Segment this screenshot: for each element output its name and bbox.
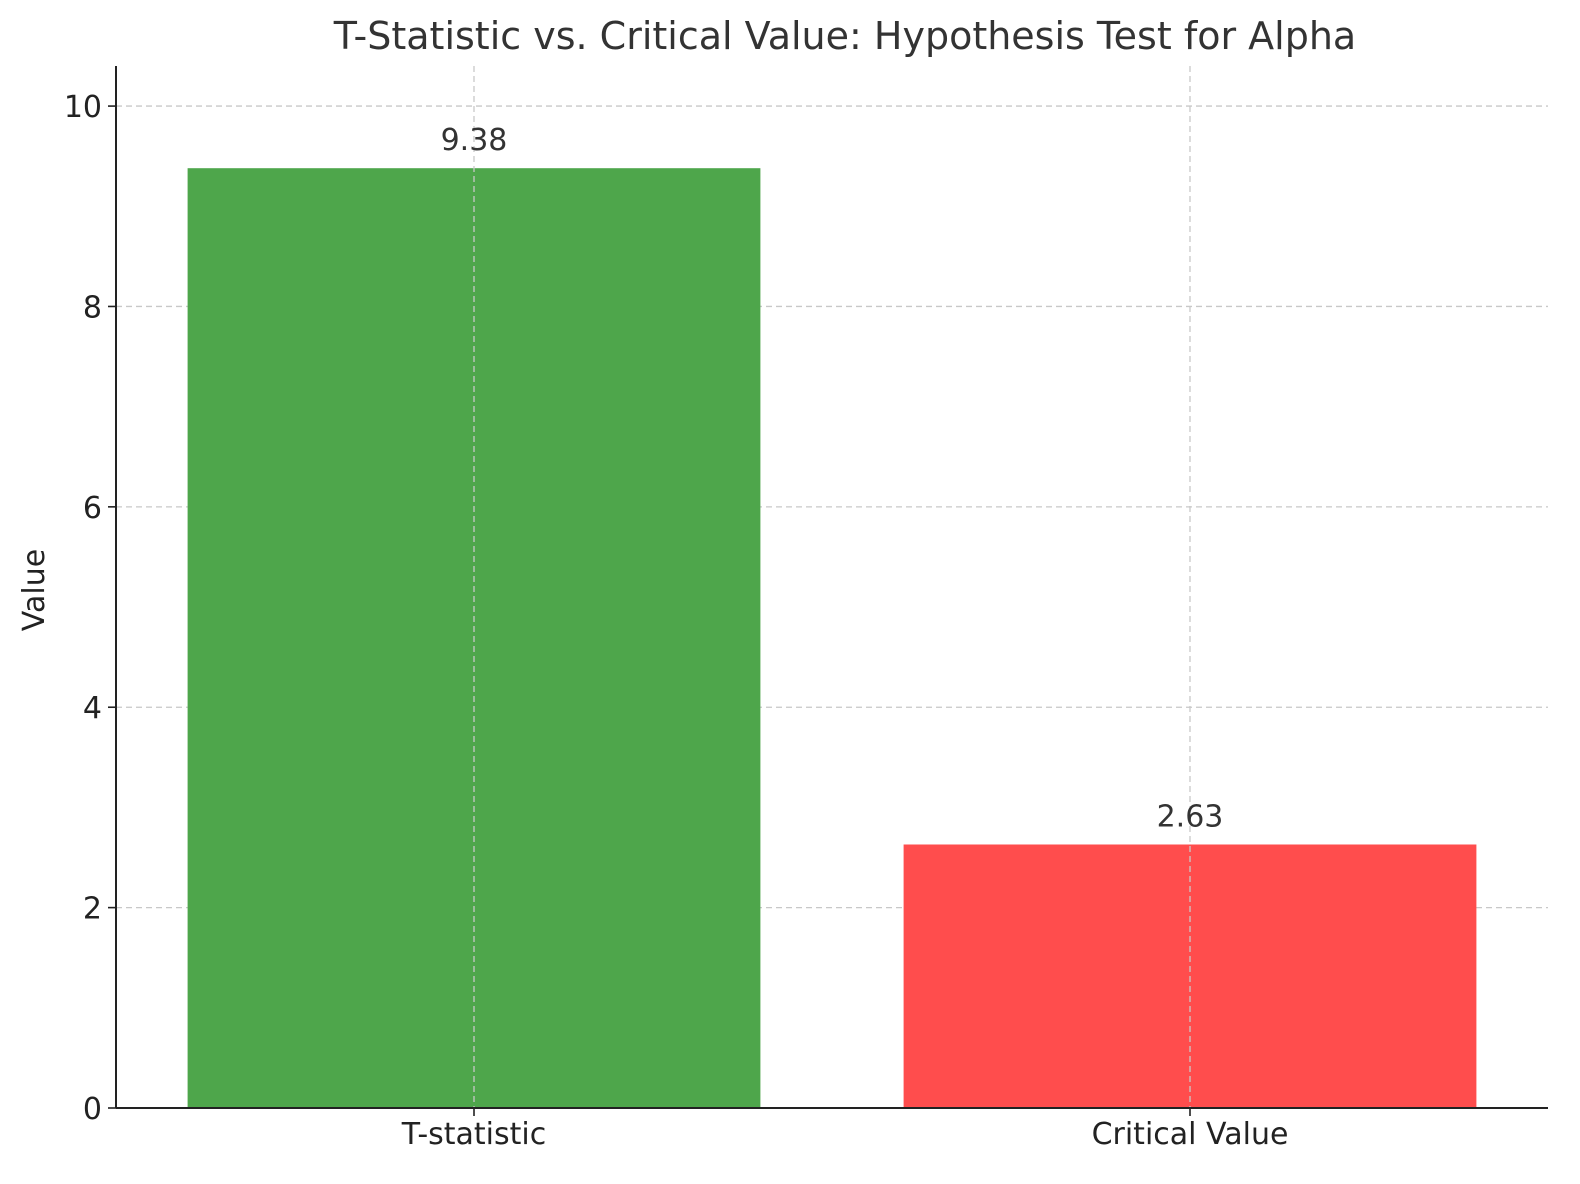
data-label: 2.63 <box>1157 799 1224 834</box>
y-tick-label: 10 <box>64 90 102 125</box>
bars <box>187 168 1477 1108</box>
y-tick-label: 4 <box>83 691 102 726</box>
vertical-grid-lines <box>473 66 1191 1108</box>
x-tick-label: T-statistic <box>401 1117 547 1152</box>
y-tick-label: 8 <box>83 290 102 325</box>
data-label: 9.38 <box>441 123 508 158</box>
y-tick-label: 6 <box>83 491 102 526</box>
x-tick-label: Critical Value <box>1092 1117 1289 1152</box>
y-axis-label: Value <box>17 549 52 631</box>
y-tick-label: 0 <box>83 1092 102 1127</box>
chart-title: T-Statistic vs. Critical Value: Hypothes… <box>333 14 1356 58</box>
axes: 0 2 4 6 8 10 T-statistic Critical Value <box>64 66 1548 1152</box>
y-tick-label: 2 <box>83 892 102 927</box>
data-labels: 9.38 2.63 <box>441 123 1224 834</box>
